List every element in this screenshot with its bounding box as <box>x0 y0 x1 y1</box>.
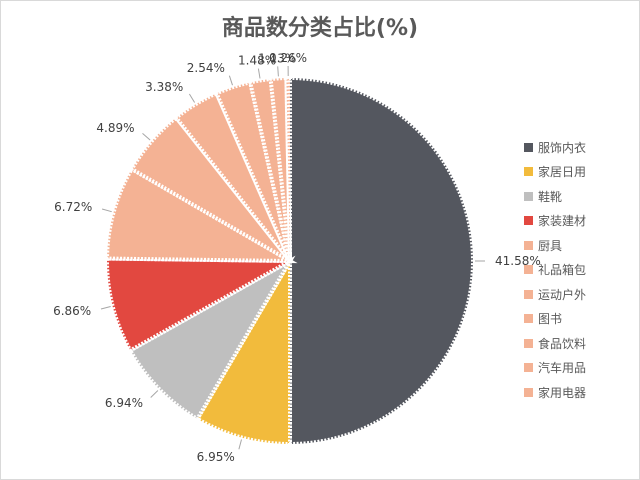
leader-line-8 <box>228 75 233 86</box>
slice-label-8: 2.54% <box>187 61 225 75</box>
legend-label: 家装建材 <box>538 214 587 229</box>
legend-label: 鞋靴 <box>538 189 563 204</box>
legend-swatch <box>524 289 533 299</box>
legend-item-11: 家用电器 <box>524 380 586 405</box>
legend-label: 家居日用 <box>538 165 587 180</box>
legend-label: 厨具 <box>538 238 563 253</box>
legend-label: 汽车用品 <box>538 361 587 376</box>
slice-label-7: 3.38% <box>145 80 183 94</box>
slice-label-6: 4.89% <box>96 121 134 135</box>
chart-title: 商品数分类占比(%) <box>221 16 419 41</box>
legend-item-6: 礼品箱包 <box>524 258 586 283</box>
pie-slice-6 <box>129 114 292 263</box>
slice-label-4: 6.86% <box>53 304 91 318</box>
legend-swatch <box>524 216 533 226</box>
pie-slice-1 <box>288 75 475 447</box>
pie-slice-11 <box>284 75 292 262</box>
leader-line-6 <box>142 133 151 141</box>
legend-label: 服饰内衣 <box>538 140 587 155</box>
slice-label-9: 1.48% <box>238 54 276 68</box>
legend-swatch <box>524 167 533 177</box>
slice-label-11: 0.26% <box>269 51 307 65</box>
legend-item-5: 厨具 <box>524 233 586 258</box>
pie-slice-10 <box>268 76 292 262</box>
legend-label: 家用电器 <box>538 385 587 400</box>
slice-label-5: 6.72% <box>54 200 92 214</box>
legend-item-1: 服饰内衣 <box>524 135 586 160</box>
legend-item-7: 运动户外 <box>524 282 586 307</box>
legend-swatch <box>524 363 533 373</box>
legend-label: 图书 <box>538 312 563 327</box>
leader-line-4 <box>100 306 111 310</box>
leader-line-2 <box>238 439 242 450</box>
legend-swatch <box>524 338 533 348</box>
leader-line-7 <box>188 93 196 103</box>
slice-label-10: 1.13% <box>258 51 296 65</box>
pie-slice-7 <box>173 90 292 263</box>
legend-item-9: 食品饮料 <box>524 331 586 356</box>
leader-line-3 <box>150 390 159 398</box>
legend-label: 礼品箱包 <box>538 263 587 278</box>
legend-item-3: 鞋靴 <box>524 184 586 209</box>
leader-line-10 <box>277 66 279 77</box>
legend-swatch <box>524 240 533 250</box>
slice-label-2: 6.95% <box>197 450 235 464</box>
legend-item-10: 汽车用品 <box>524 356 586 381</box>
legend-swatch <box>524 387 533 397</box>
legend-swatch <box>524 142 533 152</box>
leader-line-5 <box>101 208 112 213</box>
legend-swatch <box>524 314 533 324</box>
slice-label-3: 6.94% <box>105 396 143 410</box>
legend-label: 食品饮料 <box>538 336 587 351</box>
legend-label: 运动户外 <box>538 287 587 302</box>
legend-item-2: 家居日用 <box>524 160 586 185</box>
slice-label-1: 41.58% <box>495 254 541 268</box>
legend-item-8: 图书 <box>524 307 586 332</box>
legend-item-4: 家装建材 <box>524 209 586 234</box>
legend-swatch <box>524 265 533 275</box>
leader-line-9 <box>257 68 261 79</box>
legend: 服饰内衣家居日用鞋靴家装建材厨具礼品箱包运动户外图书食品饮料汽车用品家用电器 <box>524 135 586 405</box>
legend-swatch <box>524 191 533 201</box>
